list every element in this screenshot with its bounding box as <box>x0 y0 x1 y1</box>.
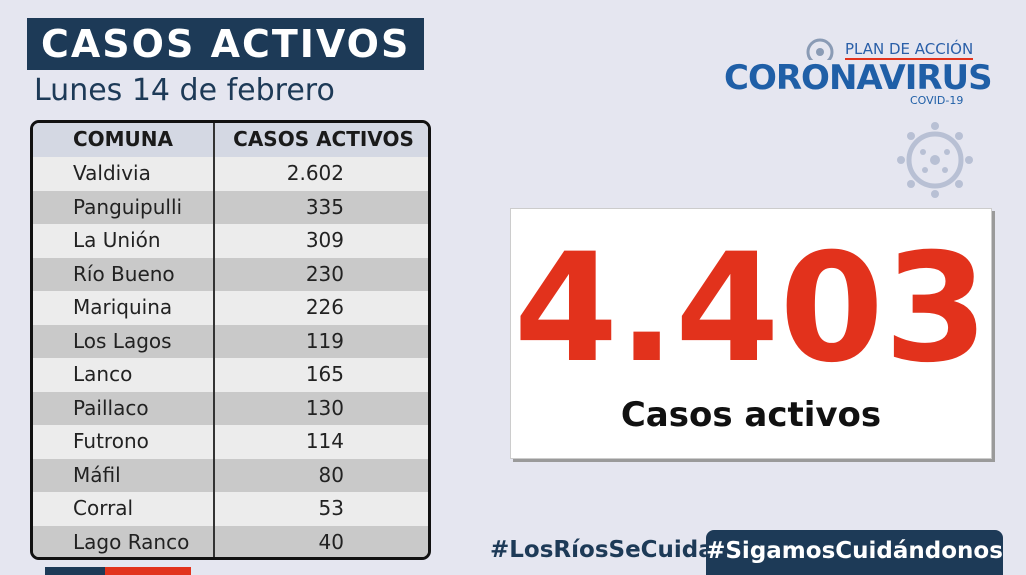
table-row: Los Lagos 119 <box>33 324 428 358</box>
total-label: Casos activos <box>620 395 882 435</box>
logo-subtitle: COVID-19 <box>910 94 964 107</box>
comuna: Lago Ranco <box>73 529 190 554</box>
comuna: Lanco <box>73 362 133 386</box>
table-row: La Unión 309 <box>33 224 428 258</box>
table-row: Lanco 165 <box>33 358 428 392</box>
casos: 114 <box>305 429 344 453</box>
title: CASOS ACTIVOS <box>27 18 424 70</box>
casos: 130 <box>305 395 344 420</box>
hashtag: #LosRíosSeCuida <box>490 537 714 563</box>
total-value: 4.403 <box>513 222 989 396</box>
table-row: Corral 53 <box>33 492 428 526</box>
comuna: Máfil <box>73 462 121 487</box>
casos: 335 <box>305 194 344 219</box>
casos: 230 <box>305 261 344 286</box>
table-row: Lago Ranco 40 <box>33 525 428 557</box>
casos: 165 <box>305 362 344 386</box>
casos: 2.602 <box>286 161 344 185</box>
casos: 53 <box>318 496 344 520</box>
comuna: Los Lagos <box>73 328 172 353</box>
table-row: Panguipulli 335 <box>33 190 428 224</box>
logo-text: PLAN DE ACCIÓN <box>845 40 974 60</box>
virus-icon <box>897 122 973 198</box>
hashtag-box: #SigamosCuidándonos <box>706 530 1003 575</box>
comuna: La Unión <box>73 228 161 252</box>
comuna: Valdivia <box>73 161 151 185</box>
column-header: CASOS ACTIVOS <box>233 127 414 151</box>
comuna: Paillaco <box>73 395 149 420</box>
logo-title: CORONAVIRUS <box>724 58 993 98</box>
total-box: 4.403 Casos activos <box>510 208 992 459</box>
table-row: Máfil 80 <box>33 458 428 492</box>
casos: 119 <box>305 328 344 353</box>
table-row: Futrono 114 <box>33 425 428 459</box>
table-row: Valdivia 2.602 <box>33 157 428 191</box>
casos: 226 <box>305 295 344 319</box>
divider <box>213 123 215 557</box>
date: Lunes 14 de febrero <box>34 73 335 108</box>
casos: 80 <box>318 462 344 487</box>
virus-icon-small <box>806 38 834 60</box>
table-row: Paillaco 130 <box>33 391 428 425</box>
table-row: Río Bueno 230 <box>33 257 428 291</box>
casos: 40 <box>318 529 344 554</box>
comuna: Futrono <box>73 429 149 453</box>
table-row: Mariquina 226 <box>33 291 428 325</box>
comuna: Mariquina <box>73 295 173 319</box>
comuna: Río Bueno <box>73 261 175 286</box>
comuna: Panguipulli <box>73 194 183 219</box>
bar-navy <box>45 567 105 575</box>
bar-red <box>105 567 191 575</box>
header-row: COMUNA CASOS ACTIVOS <box>33 123 428 157</box>
table: COMUNA CASOS ACTIVOS Valdivia 2.602 Pangui… <box>30 120 431 560</box>
column-header: COMUNA <box>72 127 174 151</box>
casos: 309 <box>305 228 344 252</box>
comuna: Corral <box>73 496 134 520</box>
